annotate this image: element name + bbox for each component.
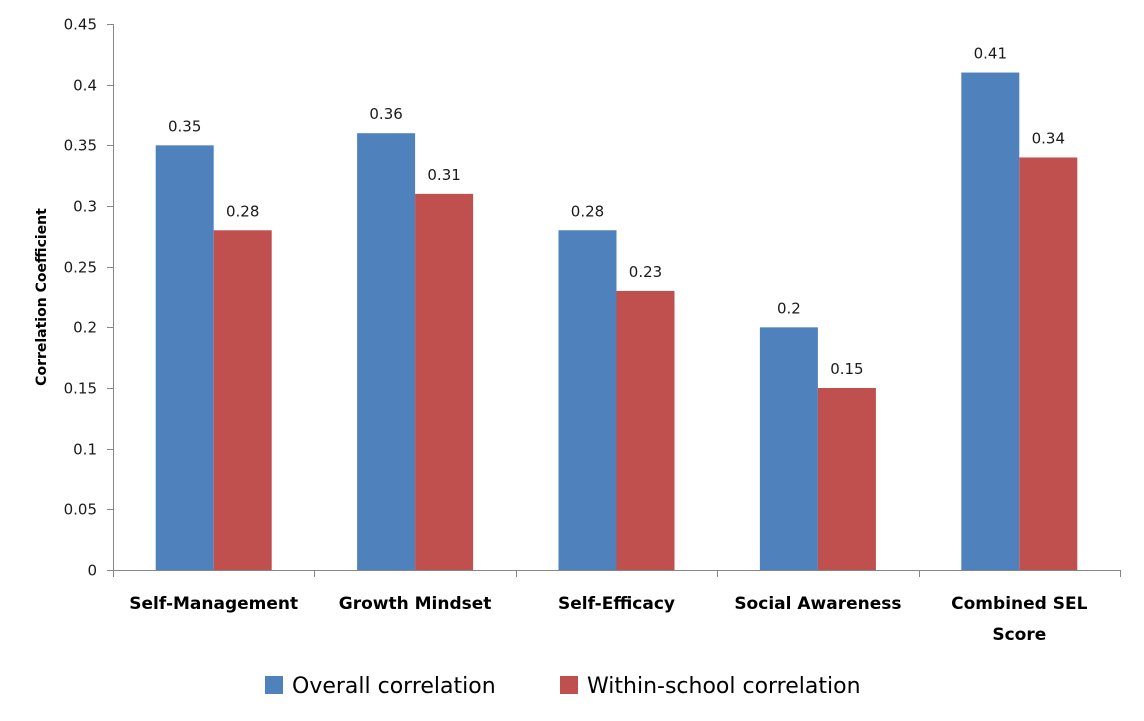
- bar-within-school-0: [213, 230, 272, 570]
- bars: [155, 72, 1078, 571]
- y-tick-label: 0.3: [73, 198, 97, 216]
- bar-within-school-3: [817, 388, 876, 570]
- legend-label: Overall correlation: [292, 674, 496, 699]
- data-labels: 0.35 0.36 0.28 0.2 0.41 0.28 0.31 0.23 0.15 0.34: [168, 45, 1065, 378]
- data-label: 0.28: [571, 202, 604, 220]
- y-tick-label: 0.1: [73, 441, 97, 459]
- data-label: 0.41: [974, 45, 1007, 63]
- data-label: 0.15: [830, 360, 863, 378]
- category-label: Score: [992, 625, 1046, 645]
- data-label: 0.36: [369, 105, 402, 123]
- y-axis-title-group: Correlation Coefficient: [34, 208, 50, 386]
- legend-swatch: [265, 676, 283, 694]
- data-label: 0.23: [629, 263, 662, 281]
- data-label: 0.35: [168, 117, 201, 135]
- y-axis-title: Correlation Coefficient: [34, 208, 50, 386]
- y-axis-ticks: 0 0.05 0.1 0.15 0.2 0.25 0.3 0.35 0.4 0.45: [64, 16, 113, 580]
- bar-overall-4: [961, 72, 1020, 571]
- y-tick-label: 0: [87, 562, 97, 580]
- y-tick-label: 0.25: [64, 259, 97, 277]
- bar-overall-0: [155, 145, 214, 571]
- y-tick-label: 0.05: [64, 501, 97, 519]
- y-tick-label: 0.2: [73, 319, 97, 337]
- category-label: Social Awareness: [734, 594, 901, 614]
- y-tick-label: 0.4: [73, 77, 97, 95]
- bar-overall-2: [558, 230, 617, 570]
- bar-overall-3: [759, 327, 818, 570]
- category-label: Combined SEL: [951, 594, 1087, 614]
- axes: [107, 24, 1120, 571]
- y-tick-label: 0.15: [64, 380, 97, 398]
- bar-within-school-4: [1019, 157, 1078, 570]
- data-label: 0.2: [777, 299, 801, 317]
- category-label: Self-Management: [129, 594, 298, 614]
- data-label: 0.31: [427, 166, 460, 184]
- legend: Overall correlation Within-school correla…: [265, 674, 861, 699]
- bar-within-school-2: [616, 290, 675, 570]
- data-label: 0.28: [226, 202, 259, 220]
- category-label: Growth Mindset: [339, 594, 492, 614]
- y-tick-label: 0.35: [64, 137, 97, 155]
- legend-swatch: [560, 676, 578, 694]
- category-label: Self-Efficacy: [558, 594, 675, 614]
- bar-overall-1: [357, 133, 416, 570]
- legend-label: Within-school correlation: [587, 674, 861, 699]
- bar-within-school-1: [415, 193, 474, 570]
- y-tick-label: 0.45: [64, 16, 97, 34]
- category-labels: Self-Management Growth Mindset Self-Effica…: [129, 594, 1087, 645]
- x-axis-ticks: [113, 570, 1121, 577]
- data-label: 0.34: [1032, 129, 1065, 147]
